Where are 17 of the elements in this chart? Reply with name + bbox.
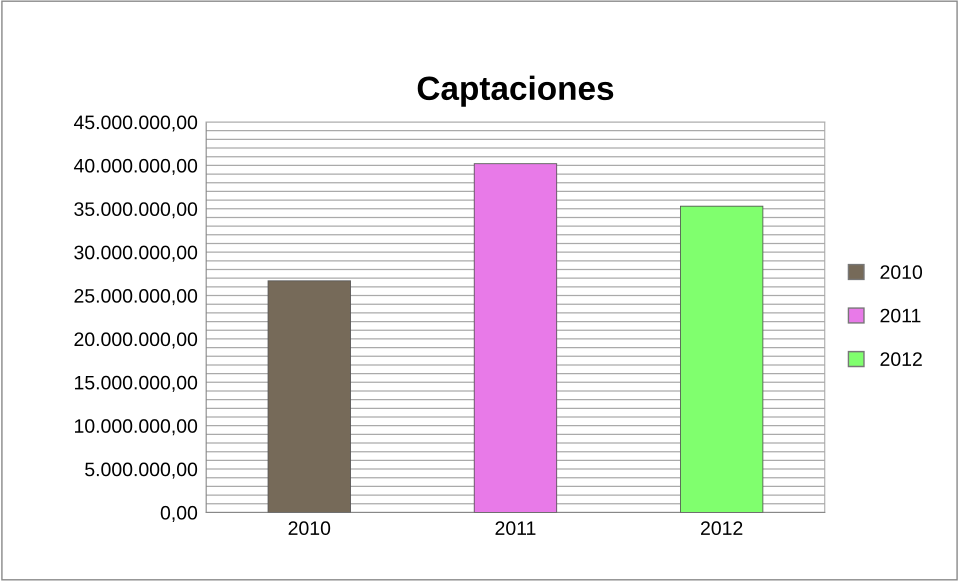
y-tick-label: 30.000.000,00 (74, 246, 198, 262)
y-tick-label: 10.000.000,00 (75, 419, 198, 436)
y-tick-label: 0,00 (160, 506, 198, 522)
legend-label: 2010 (880, 265, 922, 279)
y-tick-label: 5.000.000,00 (85, 462, 198, 479)
y-tick-label: 45.000.000,00 (74, 115, 198, 132)
legend-label: 2012 (880, 352, 922, 366)
chart-title: Captaciones (418, 76, 614, 107)
y-tick-label: 20.000.000,00 (74, 332, 198, 348)
x-tick-label: 2012 (701, 521, 742, 536)
y-tick-label: 35.000.000,00 (74, 202, 198, 218)
x-tick-label: 2010 (288, 521, 330, 536)
y-tick-label: 15.000.000,00 (75, 376, 198, 392)
y-tick-label: 25.000.000,00 (74, 289, 198, 306)
y-tick-label: 40.000.000,00 (74, 158, 198, 175)
x-tick-label: 2011 (496, 521, 536, 536)
legend-label: 2011 (880, 308, 920, 322)
